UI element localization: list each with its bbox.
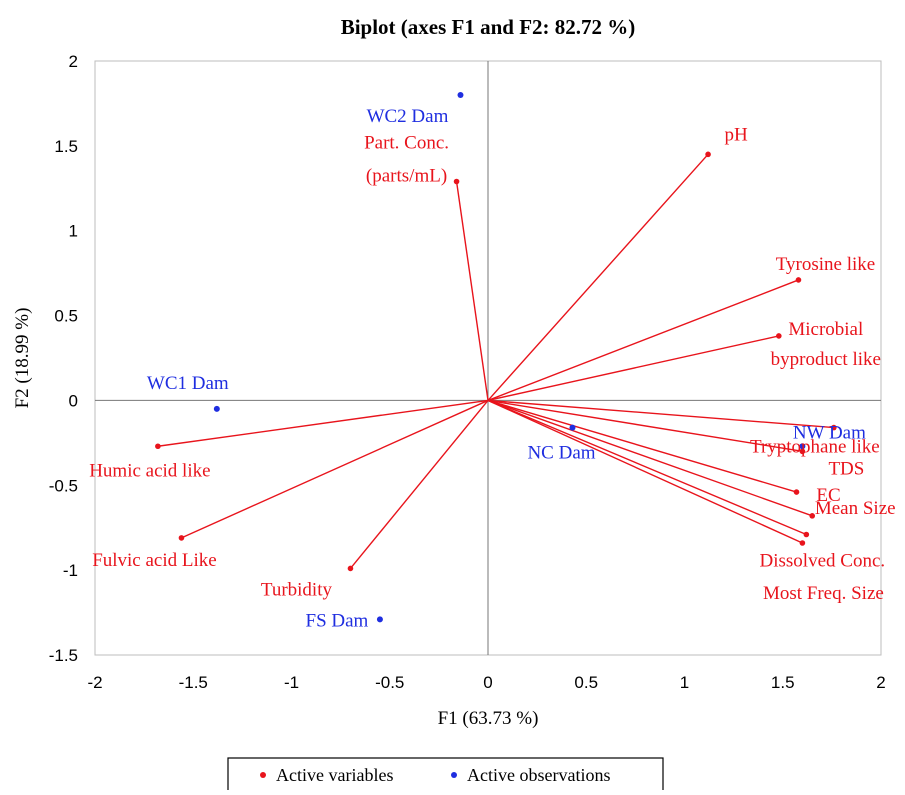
- variable-label: Part. Conc. (parts/mL): [364, 132, 449, 186]
- point-labels: pH Tyrosine like Microbial byproduct like Tr…: [89, 106, 895, 631]
- variable-label: pH: [724, 124, 748, 145]
- y-axis-ticks: -1.5 -1 -0.5 0 0.5 1 1.5 2: [49, 52, 78, 665]
- variable-point: [831, 424, 837, 431]
- variable-point: [178, 535, 185, 541]
- variable-label: EC: [816, 485, 840, 506]
- variable-vector: [487, 153, 709, 401]
- y-tick-label: -1: [63, 561, 78, 580]
- legend-marker-observations: [451, 772, 457, 778]
- variable-point: [705, 151, 711, 158]
- chart-title: Biplot (axes F1 and F2: 82.72 %): [341, 15, 636, 39]
- x-tick-label: 1.5: [771, 673, 795, 692]
- x-tick-label: -0.5: [375, 673, 404, 692]
- y-tick-label: 0.5: [54, 307, 78, 326]
- variable-label: Turbidity: [261, 579, 333, 600]
- variable-vector: [487, 399, 803, 453]
- variable-vector: [157, 399, 489, 447]
- legend-label-observations: Active observations: [467, 765, 610, 785]
- variable-label: Dissolved Conc.: [760, 551, 886, 572]
- legend: Active variables Active observations: [227, 757, 664, 795]
- variable-vector: [487, 335, 779, 402]
- variable-vector: [487, 399, 834, 429]
- y-tick-label: -1.5: [49, 646, 78, 665]
- variable-label: Microbial byproduct like: [771, 319, 881, 370]
- variable-label: Tryptophane like: [750, 437, 880, 458]
- legend-box: [227, 757, 664, 795]
- variable-label: Most Freq. Size: [763, 583, 884, 604]
- x-tick-label: 2: [876, 673, 885, 692]
- observation-label: WC2 Dam: [367, 106, 449, 127]
- observation-point: [799, 443, 806, 450]
- variable-label: Tyrosine like: [776, 254, 875, 275]
- observation-point: [457, 91, 464, 98]
- legend-label-variables: Active variables: [276, 765, 393, 785]
- y-axis-label: F2 (18.99 %): [12, 308, 33, 409]
- x-tick-label: 0.5: [574, 673, 598, 692]
- y-tick-label: 0: [69, 391, 78, 410]
- variable-vectors: [155, 151, 837, 572]
- variable-label: Fulvic acid Like: [92, 550, 217, 571]
- variable-point: [347, 565, 354, 572]
- variable-point: [799, 540, 806, 546]
- observation-label: NW Dam: [793, 422, 866, 443]
- observation-label: WC1 Dam: [147, 373, 229, 394]
- legend-marker-variables: [260, 772, 266, 778]
- x-axis-label: F1 (63.73 %): [438, 708, 539, 729]
- variable-point: [799, 448, 806, 455]
- variable-label: TDS: [828, 458, 864, 479]
- variable-vector: [181, 399, 489, 539]
- y-tick-label: 1.5: [54, 137, 78, 156]
- variable-vector: [487, 399, 797, 493]
- x-tick-label: 1: [680, 673, 689, 692]
- x-axis-ticks: -2 -1.5 -1 -0.5 0 0.5 1 1.5 2: [87, 673, 885, 692]
- variable-point: [809, 513, 816, 519]
- x-tick-label: -1: [284, 673, 299, 692]
- variable-point: [155, 443, 161, 450]
- variable-point: [793, 489, 800, 495]
- observation-point: [376, 616, 383, 623]
- variable-point: [795, 277, 802, 283]
- variable-vector: [487, 399, 807, 536]
- observation-label: NC Dam: [527, 443, 595, 464]
- variable-point: [776, 333, 782, 339]
- observation-point: [213, 405, 220, 412]
- observation-point: [569, 424, 576, 431]
- observation-points: [213, 91, 806, 623]
- variable-vector: [349, 399, 489, 569]
- variable-point: [453, 178, 460, 185]
- x-tick-label: -2: [87, 673, 102, 692]
- variable-point: [803, 531, 810, 538]
- variable-vector: [487, 399, 813, 517]
- variable-vector: [487, 399, 803, 544]
- y-tick-label: 1: [69, 222, 78, 241]
- y-tick-label: 2: [69, 52, 78, 71]
- variable-label: Humic acid like: [89, 460, 210, 481]
- x-tick-label: -1.5: [179, 673, 208, 692]
- variable-label: Mean Size: [815, 498, 896, 519]
- variable-vector: [455, 181, 489, 401]
- y-tick-label: -0.5: [49, 476, 78, 495]
- observation-label: FS Dam: [306, 610, 369, 631]
- x-tick-label: 0: [483, 673, 492, 692]
- variable-vector: [487, 279, 799, 402]
